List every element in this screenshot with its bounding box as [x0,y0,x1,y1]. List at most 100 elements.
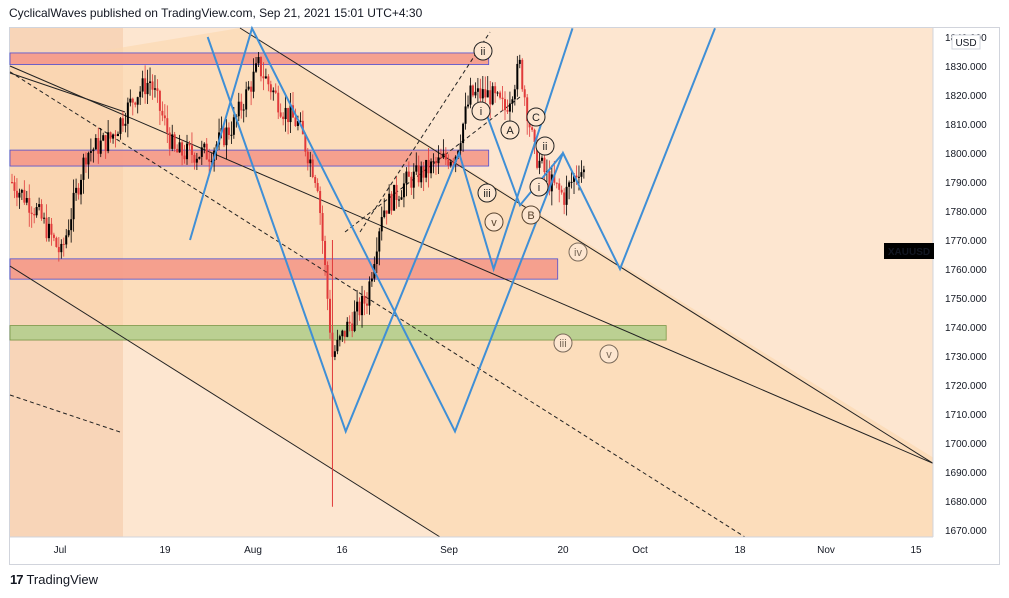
candle-body [121,118,124,126]
tradingview-logo-icon[interactable]: 17 [10,572,24,587]
candle-body [328,298,331,333]
wave-label-circle [553,333,573,353]
candle-body [107,132,110,152]
candle-body [52,234,55,238]
publisher-header: CyclicalWaves published on TradingView.c… [9,6,423,20]
candle-body [353,311,356,331]
candle-body [245,89,248,110]
candle-body [555,182,558,184]
x-tick-label: Sep [440,545,458,556]
candle-body [508,103,511,112]
wave-label-circle [568,242,588,262]
candle-body [447,159,450,166]
candle-body [284,107,287,120]
candle-body [582,169,585,173]
candle-body [89,151,92,153]
candle-body [506,110,509,112]
candle-body [400,197,403,200]
candle-body [543,157,546,173]
candle-body [496,92,499,94]
candle-body [358,301,361,316]
wave-label: iii [483,188,490,200]
candle-body [259,56,262,77]
wave-label: iii [559,338,566,350]
candle-body [444,153,447,160]
candle-body [28,197,31,213]
candle-body [402,183,405,198]
candle-body [548,171,551,192]
y-tick-label: 1670.000 [945,526,987,537]
candle-body [25,197,28,203]
candle-body [511,99,514,104]
candle-body [242,109,245,111]
candle-body [531,127,534,130]
candle-body [274,90,277,93]
candle-body [158,90,161,111]
candle-body [486,90,489,98]
wave-label-circle [526,107,546,127]
candle-body [476,88,479,92]
candle-body [494,86,497,94]
candle-body [521,59,524,90]
candle-body [252,71,255,92]
candle-body [558,183,561,190]
candle-body [82,157,85,180]
candle-body [97,138,100,154]
channel-lower-line [9,265,441,538]
zone-support-2 [9,258,559,280]
x-tick-label: Nov [817,545,835,556]
candle-body [20,189,23,193]
candle-body [250,86,253,92]
candle-body [65,235,68,245]
candle-body [183,155,186,160]
wave-label: i [538,182,540,194]
candle-body [126,102,129,124]
wave-label: ii [481,46,486,58]
candle-body [348,321,351,324]
candle-body [163,115,166,119]
currency-label: USD [955,38,976,49]
candle-body [144,78,147,95]
y-tick-label: 1800.000 [945,149,987,160]
symbol-tag [884,243,934,259]
candle-body [528,121,531,128]
y-tick-label: 1720.000 [945,381,987,392]
candle-body [393,184,396,211]
candle-body [427,159,430,174]
candle-body [383,210,386,218]
candle-body [563,192,566,205]
wave-projection-path [206,27,574,435]
y-tick-label: 1730.000 [945,352,987,363]
candle-body [264,76,267,79]
candle-body [415,165,418,172]
y-tick-label: 1830.000 [945,62,987,73]
wave-minor [486,114,564,208]
candle-body [198,156,201,159]
candle-body [560,189,563,193]
candle-body [523,89,526,98]
footer-brand[interactable]: TradingView [26,572,99,587]
candle-body [146,82,149,95]
candle-body [316,183,319,191]
candle-body [141,78,144,92]
candle-body [422,166,425,178]
candle-body [577,176,580,178]
wave-label-circle [500,120,520,140]
candle-body [321,213,324,241]
candle-body [380,217,383,232]
candle-body [80,179,83,195]
y-tick-label: 1770.000 [945,236,987,247]
wave-label: i [480,106,482,118]
candle-body [412,171,415,188]
candle-body [385,210,388,214]
candle-body [363,295,366,304]
candle-body [232,117,235,135]
candle-body [314,177,317,184]
candle-body [469,85,472,105]
candle-body [565,186,568,205]
candle-body [114,134,117,137]
candle-body [306,151,309,164]
candle-body [230,134,233,136]
wave-label-circle [529,177,549,197]
